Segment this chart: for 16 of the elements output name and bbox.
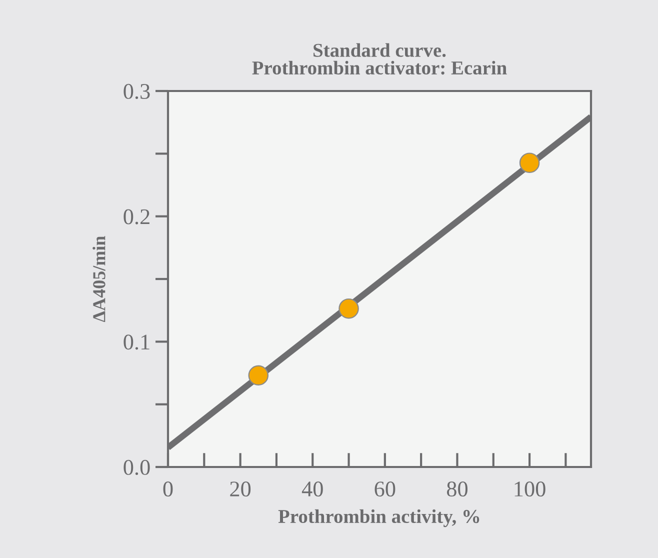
chart-title: Standard curve. Prothrombin activator: Ecarin — [252, 43, 507, 75]
point — [338, 298, 359, 319]
x-tick-label: 60 — [374, 482, 396, 497]
x-tick-label: 40 — [302, 482, 323, 497]
y-tick-label: 0.2 — [124, 209, 150, 224]
y-tick-label: 0.3 — [124, 84, 150, 100]
x-tick-label: 100 — [514, 482, 546, 497]
point — [248, 365, 269, 386]
y-tick-label: 0.0 — [124, 460, 150, 476]
y-tick-label: 0.1 — [124, 334, 150, 350]
x-axis-title: Prothrombin activity, % — [278, 509, 480, 528]
y-axis-title: ΔA405/min — [92, 236, 106, 322]
x-tick-label: 20 — [230, 482, 251, 497]
point — [519, 152, 540, 173]
x-tick-label: 80 — [446, 482, 468, 497]
x-tick-label: 0 — [163, 482, 173, 497]
